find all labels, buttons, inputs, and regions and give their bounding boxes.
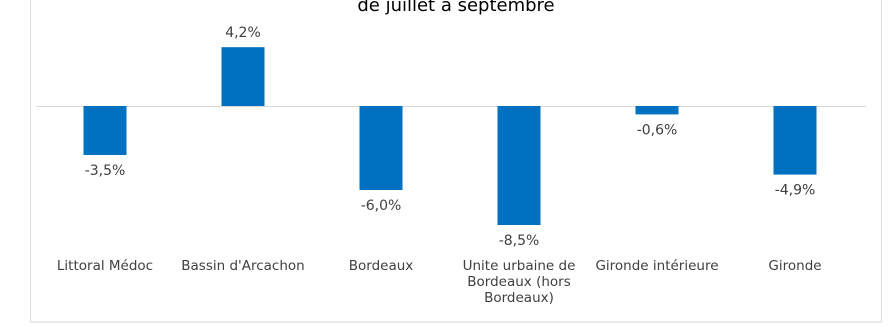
bar bbox=[221, 47, 265, 106]
x-tick-label: Bordeaux bbox=[348, 258, 414, 274]
bar bbox=[497, 106, 541, 225]
bar bbox=[773, 106, 817, 175]
chart-title: de juillet à septembre bbox=[357, 0, 554, 16]
x-tick-label: Unite urbaine de Bordeaux (hors Bordeaux… bbox=[462, 258, 576, 306]
chart-frame bbox=[30, 0, 882, 323]
data-label: -0,6% bbox=[637, 122, 678, 138]
data-label: -8,5% bbox=[499, 233, 540, 249]
data-label: -4,9% bbox=[775, 183, 816, 199]
bar bbox=[635, 106, 679, 115]
data-label: -6,0% bbox=[361, 198, 402, 214]
data-label: -3,5% bbox=[85, 163, 126, 179]
data-label: 4,2% bbox=[225, 25, 261, 41]
bar bbox=[359, 106, 403, 190]
x-tick-label: Gironde intérieure bbox=[595, 258, 719, 274]
bar bbox=[83, 106, 127, 155]
x-tick-label: Littoral Médoc bbox=[56, 258, 154, 274]
x-tick-label: Gironde bbox=[768, 258, 822, 274]
x-tick-label: Bassin d'Arcachon bbox=[181, 258, 305, 274]
